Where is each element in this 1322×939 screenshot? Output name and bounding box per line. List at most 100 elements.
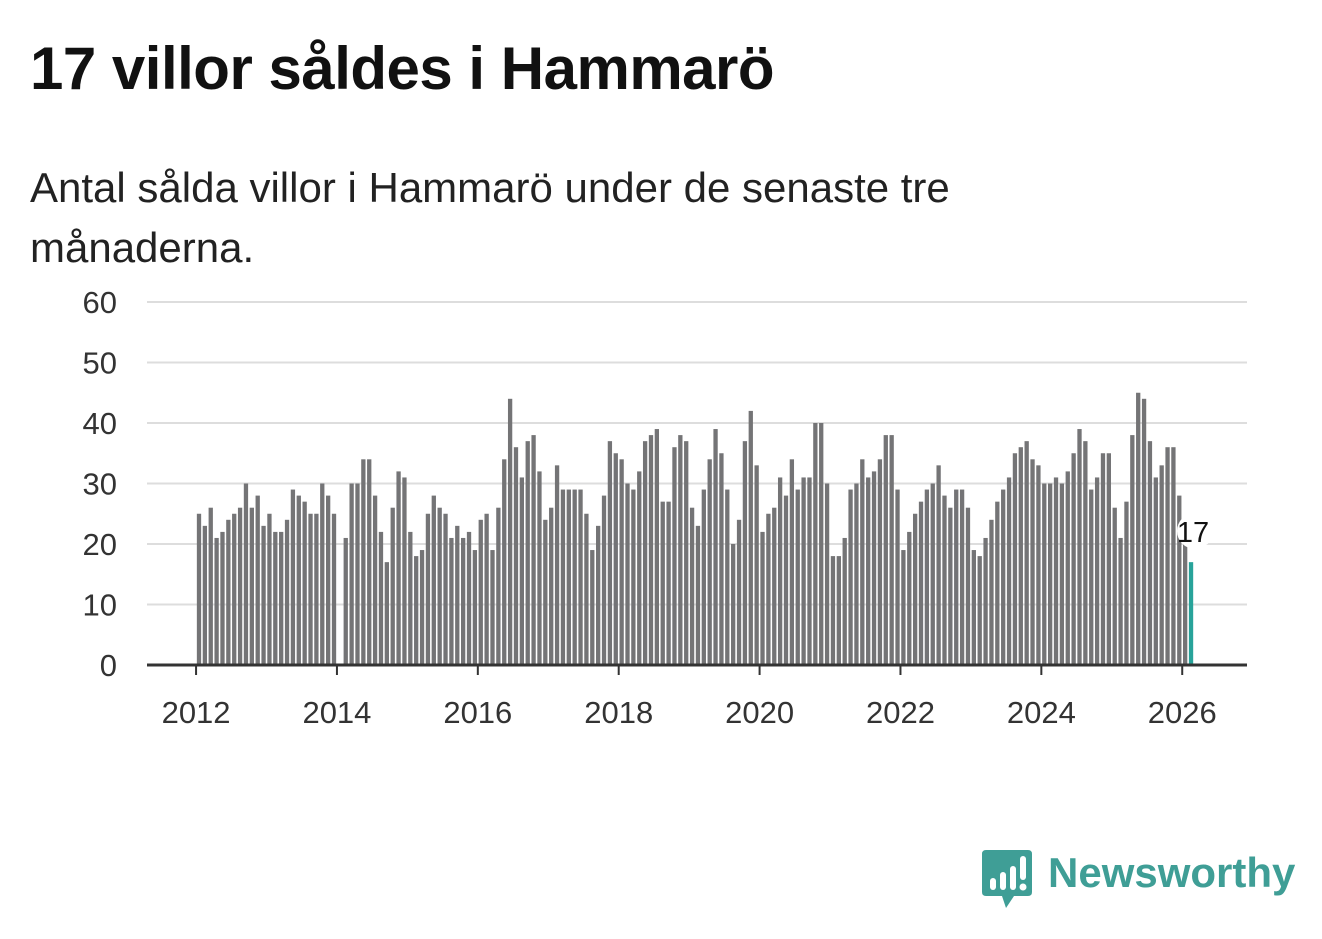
bar xyxy=(1071,453,1076,665)
bar xyxy=(613,453,618,665)
bar xyxy=(924,489,930,665)
bar xyxy=(725,489,730,665)
bar xyxy=(531,435,536,665)
bar xyxy=(384,562,389,665)
y-tick-label: 30 xyxy=(83,467,117,502)
bar xyxy=(314,513,319,665)
bar xyxy=(1159,465,1164,665)
x-tick-label: 2016 xyxy=(443,695,512,730)
bar xyxy=(237,507,243,665)
bar xyxy=(1177,495,1182,665)
bar xyxy=(554,465,560,665)
bar xyxy=(578,489,583,665)
bar xyxy=(695,525,701,665)
last-value-label: 17 xyxy=(1177,517,1209,549)
bar xyxy=(895,489,900,665)
bar xyxy=(707,459,712,665)
bar xyxy=(1024,441,1029,665)
bar xyxy=(507,398,513,665)
bar xyxy=(748,410,753,665)
bar xyxy=(625,483,630,665)
bar xyxy=(813,423,818,665)
bar xyxy=(560,489,566,665)
bar xyxy=(601,495,607,665)
bar xyxy=(361,459,366,665)
x-axis xyxy=(147,663,1247,675)
bar xyxy=(871,471,877,665)
x-tick-label: 2018 xyxy=(584,695,653,730)
bar xyxy=(989,519,994,665)
bar xyxy=(208,507,213,665)
bar xyxy=(1124,501,1129,665)
bar xyxy=(1165,447,1170,665)
bar xyxy=(284,519,290,665)
bar xyxy=(343,537,348,665)
bar xyxy=(889,435,894,665)
bar xyxy=(701,489,706,665)
y-tick-label: 10 xyxy=(83,588,117,623)
bar xyxy=(1083,441,1088,665)
bar xyxy=(736,519,742,665)
bar xyxy=(243,483,249,665)
bar xyxy=(842,537,847,665)
bar xyxy=(279,531,284,665)
bar xyxy=(255,495,260,665)
bar xyxy=(443,513,448,665)
y-tick-label: 0 xyxy=(100,648,117,683)
bar xyxy=(713,429,718,665)
bar xyxy=(249,507,254,665)
bar xyxy=(355,483,360,665)
bar xyxy=(824,483,830,665)
bar xyxy=(478,519,483,665)
bar xyxy=(918,501,924,665)
bar xyxy=(308,513,313,665)
bar xyxy=(1059,483,1065,665)
bar xyxy=(942,495,947,665)
bar xyxy=(296,495,301,665)
bar xyxy=(777,477,783,665)
bar xyxy=(801,477,806,665)
x-axis-labels: 2012 2014 2016 2018 2020 2022 2024 2026 xyxy=(162,695,1217,730)
bar xyxy=(325,495,331,665)
x-tick-label: 2024 xyxy=(1007,695,1076,730)
bar xyxy=(202,525,208,665)
bar xyxy=(349,483,354,665)
bar xyxy=(1001,489,1006,665)
bar xyxy=(402,477,407,665)
bar xyxy=(742,441,748,665)
bar xyxy=(472,550,478,665)
bar xyxy=(766,513,771,665)
bar xyxy=(461,537,466,665)
bar xyxy=(502,459,507,665)
bar xyxy=(566,489,571,665)
bar xyxy=(378,531,384,665)
last-value-badge xyxy=(1177,513,1214,549)
bar xyxy=(684,441,689,665)
bar xyxy=(214,537,219,665)
bar xyxy=(830,556,836,665)
bar xyxy=(607,441,613,665)
bar xyxy=(930,483,935,665)
bar xyxy=(954,489,959,665)
bar xyxy=(1077,429,1082,665)
x-tick-label: 2020 xyxy=(725,695,794,730)
bar xyxy=(772,507,777,665)
bar xyxy=(1030,459,1035,665)
bar xyxy=(854,483,859,665)
bar xyxy=(367,459,372,665)
x-tick-label: 2022 xyxy=(866,695,935,730)
chart-title: 17 villor såldes i Hammarö xyxy=(30,35,775,102)
bar xyxy=(320,483,325,665)
bar xyxy=(719,453,724,665)
bar xyxy=(372,495,378,665)
bar xyxy=(654,429,660,665)
bar xyxy=(731,544,736,665)
bar xyxy=(543,519,548,665)
bar-latest xyxy=(1188,562,1194,665)
bar xyxy=(408,531,413,665)
bar xyxy=(819,423,824,665)
bar xyxy=(549,507,554,665)
bar xyxy=(1048,483,1053,665)
bar xyxy=(1100,453,1106,665)
